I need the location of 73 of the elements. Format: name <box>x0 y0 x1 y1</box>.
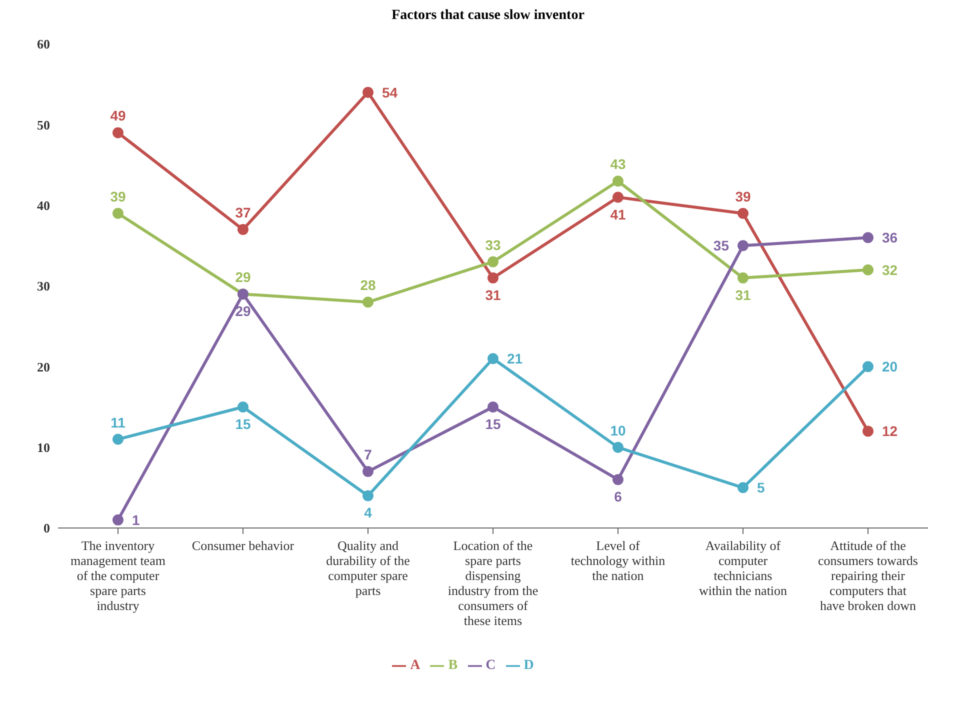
point <box>488 353 498 364</box>
legend-label: A <box>410 658 420 673</box>
data-label: 15 <box>485 416 501 432</box>
data-label: 36 <box>882 230 898 246</box>
data-label: 33 <box>485 236 501 253</box>
point <box>862 426 874 437</box>
y-tick-label: 50 <box>37 117 50 132</box>
point <box>362 490 374 502</box>
y-tick-label: 30 <box>37 278 50 294</box>
point <box>238 402 248 412</box>
legend-label: D <box>524 658 534 673</box>
data-label: 37 <box>235 204 251 221</box>
point <box>738 482 748 494</box>
data-label: 31 <box>735 286 751 303</box>
data-label: 1 <box>132 512 140 528</box>
point <box>862 232 874 244</box>
x-tick-label: Quality and durability of the computer spare parts <box>326 538 410 598</box>
data-label: 20 <box>882 358 898 375</box>
point <box>362 296 374 308</box>
data-label: 29 <box>235 269 251 286</box>
data-label: 11 <box>110 414 126 430</box>
x-tick-label: Availability of computer technicians within the nation <box>698 538 788 598</box>
point <box>488 402 498 412</box>
data-label: 6 <box>614 488 622 505</box>
point <box>488 256 498 268</box>
chart-title: Factors that cause slow inventor <box>390 8 586 24</box>
data-label: 39 <box>110 188 126 204</box>
data-label: 54 <box>382 84 398 100</box>
point <box>112 434 124 445</box>
y-tick-label: 20 <box>37 359 50 374</box>
point <box>612 192 624 203</box>
data-label: 32 <box>882 262 898 278</box>
point <box>362 466 374 478</box>
point <box>738 208 748 219</box>
data-label: 49 <box>110 108 126 124</box>
point <box>112 514 124 526</box>
point <box>488 272 498 284</box>
point <box>612 442 624 453</box>
data-label: 43 <box>610 156 626 172</box>
data-label: 21 <box>507 350 523 367</box>
point <box>612 474 624 486</box>
data-label: 12 <box>882 423 898 440</box>
legend-label: B <box>448 658 458 673</box>
y-tick-label: 10 <box>37 440 50 455</box>
data-label: 31 <box>485 286 501 303</box>
x-tick-label: The inventory management team of the computer spare parts industry <box>70 538 166 613</box>
x-tick-label: Level of technology within the nation <box>570 538 666 583</box>
point <box>238 224 248 236</box>
data-label: 39 <box>735 188 751 204</box>
data-label: 4 <box>364 504 372 521</box>
point <box>112 208 124 219</box>
data-label: 29 <box>235 303 251 320</box>
y-tick-label: 40 <box>37 198 50 213</box>
x-tick-label: Consumer behavior <box>192 538 295 553</box>
data-label: 7 <box>364 446 372 463</box>
x-tick-label: Attitude of the consumers towards repairing their computers that have broken down <box>818 538 918 613</box>
point <box>738 240 748 252</box>
x-tick-label: Location of the spare parts dispensing industry from the consumers of these items <box>448 538 538 628</box>
y-tick-label: 60 <box>37 36 50 52</box>
point <box>738 272 748 284</box>
point <box>362 86 374 98</box>
point <box>612 176 624 187</box>
data-label: 28 <box>360 277 376 294</box>
point <box>862 264 874 276</box>
data-label: 41 <box>610 206 626 222</box>
data-label: 5 <box>757 480 765 496</box>
legend-label: C <box>486 658 496 673</box>
point <box>112 127 124 138</box>
data-label: 35 <box>713 238 730 254</box>
data-label: 10 <box>610 422 626 438</box>
data-label: 15 <box>235 416 251 432</box>
point <box>862 361 874 372</box>
y-tick-label: 0 <box>44 520 50 536</box>
